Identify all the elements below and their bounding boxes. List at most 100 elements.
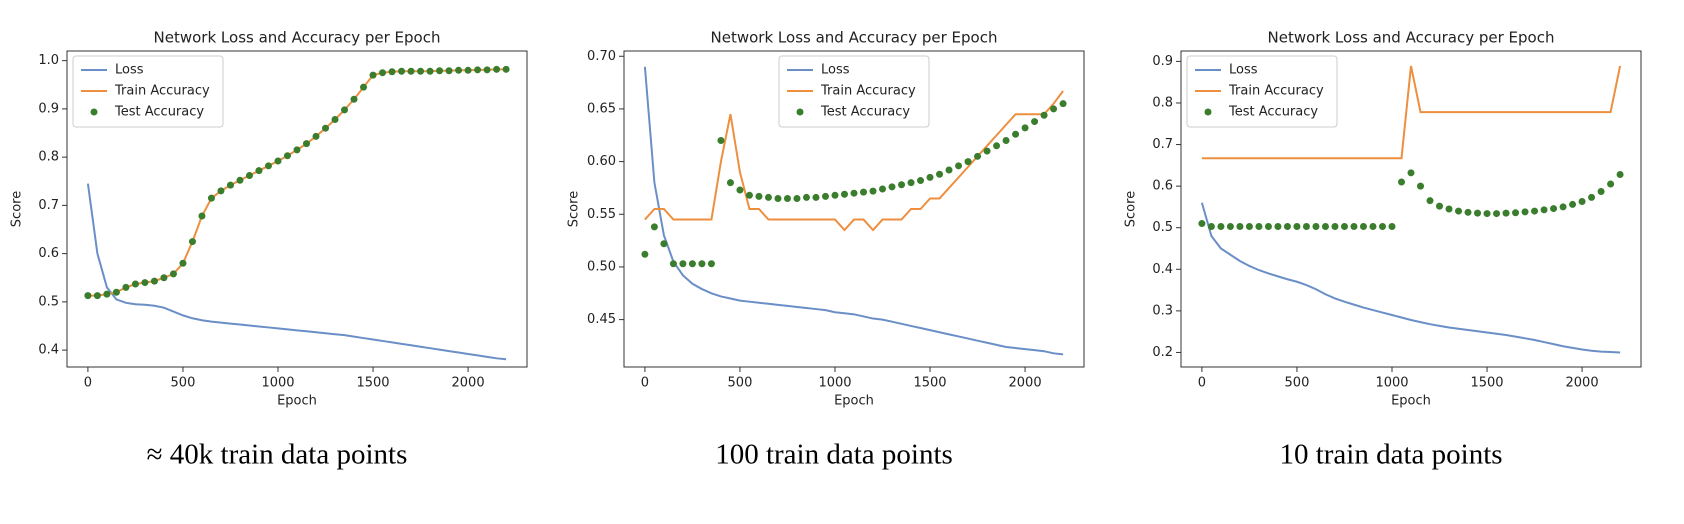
data-point bbox=[407, 67, 415, 75]
chart: Network Loss and Accuracy per Epoch 0 500 1… bbox=[10, 29, 528, 471]
data-point bbox=[417, 67, 425, 75]
y-tick-label: 0.7 bbox=[1152, 137, 1173, 152]
data-point bbox=[1312, 222, 1320, 230]
data-point bbox=[322, 124, 330, 132]
legend-label: Loss bbox=[821, 63, 850, 78]
data-point bbox=[802, 193, 810, 201]
y-axis-label: Score bbox=[10, 191, 25, 227]
data-point bbox=[926, 173, 934, 181]
data-point bbox=[1264, 222, 1272, 230]
data-point bbox=[707, 260, 715, 268]
data-point bbox=[502, 65, 510, 73]
data-point bbox=[1293, 222, 1301, 230]
y-tick-label: 0.55 bbox=[587, 207, 616, 222]
legend-label: Train Accuracy bbox=[820, 84, 916, 99]
data-point bbox=[888, 183, 896, 191]
data-point bbox=[850, 189, 858, 197]
caption: ≈ 40k train data points bbox=[147, 439, 408, 471]
data-point bbox=[717, 137, 725, 145]
y-axis-label: Score bbox=[567, 191, 582, 227]
legend-label: Test Accuracy bbox=[1228, 105, 1318, 120]
legend-swatch bbox=[1204, 108, 1212, 116]
data-point bbox=[974, 152, 982, 160]
data-point bbox=[660, 240, 668, 248]
series-line bbox=[86, 183, 507, 361]
data-point bbox=[93, 292, 101, 300]
data-point bbox=[1359, 222, 1367, 230]
data-point bbox=[879, 185, 887, 193]
legend-swatch bbox=[796, 108, 804, 116]
y-tick-label: 0.9 bbox=[1152, 54, 1173, 69]
data-point bbox=[1002, 137, 1010, 145]
data-point bbox=[1350, 222, 1358, 230]
data-point bbox=[369, 71, 377, 79]
data-point bbox=[1369, 222, 1377, 230]
data-point bbox=[303, 140, 311, 148]
data-point bbox=[1464, 208, 1472, 216]
y-tick-label: 0.2 bbox=[1152, 345, 1173, 360]
caption: 100 train data points bbox=[715, 439, 953, 471]
data-point bbox=[283, 152, 291, 160]
data-point bbox=[1236, 222, 1244, 230]
y-tick-label: 0.4 bbox=[38, 343, 59, 358]
data-point bbox=[360, 83, 368, 91]
x-tick-label: 1500 bbox=[1470, 376, 1503, 391]
data-point bbox=[1616, 170, 1624, 178]
data-point bbox=[1531, 207, 1539, 215]
data-point bbox=[840, 190, 848, 198]
x-tick-label: 2000 bbox=[1566, 376, 1599, 391]
data-point bbox=[1569, 200, 1577, 208]
data-point bbox=[1331, 222, 1339, 230]
data-point bbox=[141, 279, 149, 287]
y-tick-label: 0.3 bbox=[1152, 303, 1173, 318]
x-tick-label: 1500 bbox=[913, 376, 946, 391]
data-point bbox=[1321, 222, 1329, 230]
y-tick-label: 0.45 bbox=[587, 312, 616, 327]
y-tick-label: 0.4 bbox=[1152, 262, 1173, 277]
x-tick-label: 1000 bbox=[261, 376, 294, 391]
data-point bbox=[1474, 209, 1482, 217]
x-axis-label: Epoch bbox=[1391, 394, 1431, 409]
legend-label: Train Accuracy bbox=[114, 84, 210, 99]
x-tick-label: 1500 bbox=[356, 376, 389, 391]
data-point bbox=[112, 288, 120, 296]
legend-box bbox=[778, 55, 930, 128]
data-point bbox=[1455, 207, 1463, 215]
data-point bbox=[1012, 130, 1020, 138]
data-point bbox=[264, 162, 272, 170]
data-point bbox=[1255, 222, 1263, 230]
data-point bbox=[160, 274, 168, 282]
y-tick-label: 0.8 bbox=[1152, 95, 1173, 110]
data-point bbox=[1417, 182, 1425, 190]
data-point bbox=[331, 116, 339, 124]
data-point bbox=[131, 280, 139, 288]
data-point bbox=[1283, 222, 1291, 230]
legend-box bbox=[72, 55, 224, 128]
data-point bbox=[312, 132, 320, 140]
data-point bbox=[755, 192, 763, 200]
data-point bbox=[917, 177, 925, 185]
x-tick-label: 0 bbox=[641, 376, 649, 391]
series-line bbox=[644, 90, 1064, 232]
data-point bbox=[1493, 210, 1501, 218]
y-tick-label: 0.70 bbox=[587, 49, 616, 64]
data-point bbox=[1245, 222, 1253, 230]
data-point bbox=[1607, 180, 1615, 188]
data-point bbox=[764, 193, 772, 201]
chart-title: Network Loss and Accuracy per Epoch bbox=[711, 29, 998, 47]
x-tick-label: 1000 bbox=[818, 376, 851, 391]
data-point bbox=[964, 158, 972, 166]
data-point bbox=[379, 69, 387, 77]
x-axis-label: Epoch bbox=[834, 394, 874, 409]
data-point bbox=[898, 181, 906, 189]
data-point bbox=[103, 290, 111, 298]
series-line bbox=[1200, 202, 1621, 354]
data-point bbox=[860, 188, 868, 196]
data-point bbox=[1436, 202, 1444, 210]
data-point bbox=[698, 260, 706, 268]
plot-frame bbox=[623, 50, 1085, 368]
data-point bbox=[831, 191, 839, 199]
data-point bbox=[1378, 222, 1386, 230]
data-point bbox=[1597, 188, 1605, 196]
legend-label: Loss bbox=[1229, 63, 1258, 78]
